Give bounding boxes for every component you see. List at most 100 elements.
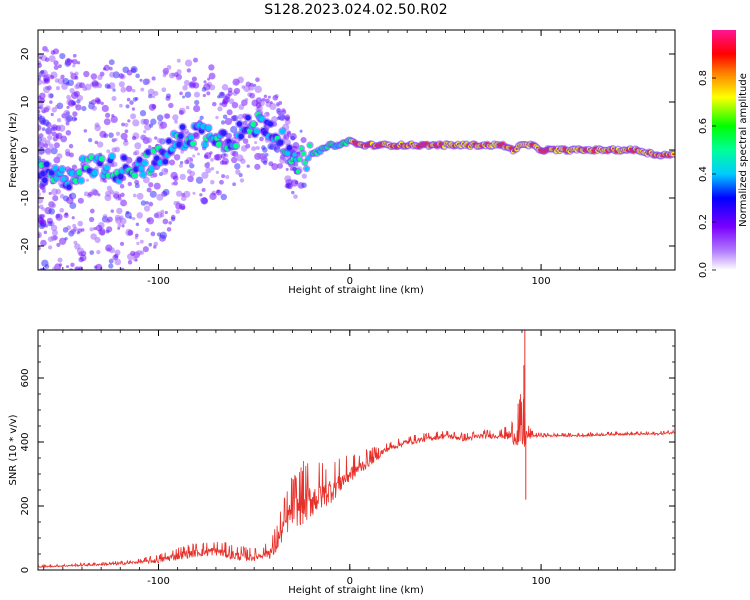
spectrogram-noise-cell <box>177 59 181 63</box>
spectrogram-noise-cell <box>192 154 195 157</box>
spectrogram-noise-cell <box>210 158 214 162</box>
spectrogram-noise-cell <box>72 111 77 116</box>
spectrogram-noise-cell <box>73 241 77 245</box>
spectrogram-noise-cell <box>120 199 127 206</box>
spectrogram-ridge-cell <box>221 130 227 136</box>
spectrogram-noise-cell <box>92 106 97 111</box>
spectrogram-noise-cell <box>78 198 84 204</box>
spectrogram-noise-cell <box>147 188 152 193</box>
y-tick-label: 10 <box>20 96 31 109</box>
spectrogram-noise-cell <box>92 80 99 87</box>
spectrogram-noise-cell <box>130 113 136 119</box>
spectrogram-noise-cell <box>48 236 54 242</box>
spectrogram-noise-cell <box>56 189 62 195</box>
spectrogram-ridge-cell <box>42 177 48 183</box>
spectrogram-noise-cell <box>90 209 95 214</box>
spectrogram-noise-cell <box>72 59 78 65</box>
spectrogram-noise-cell <box>105 83 110 88</box>
spectrogram-noise-cell <box>74 91 80 97</box>
spectrogram-noise-cell <box>62 78 69 85</box>
spectrogram-noise-cell <box>38 293 43 298</box>
spectrogram-noise-cell <box>104 118 111 125</box>
spectrogram-noise-cell <box>128 230 134 236</box>
spectrogram-ridge-cell <box>250 121 256 127</box>
spectrogram-noise-cell <box>117 194 121 198</box>
spectrogram-noise-cell <box>215 154 222 161</box>
snr-ylabel: SNR (10 * v/v) <box>8 414 19 485</box>
spectrogram-noise-cell <box>234 163 240 169</box>
spectrogram-noise-cell <box>43 86 50 93</box>
spectrogram-ridge-cell <box>44 161 50 167</box>
spectrogram-noise-cell <box>148 94 152 98</box>
spectrogram-noise-cell <box>66 121 70 125</box>
spectrogram-noise-cell <box>132 89 136 93</box>
spectrogram-noise-cell <box>194 100 199 105</box>
spectrogram-noise-cell <box>160 210 164 214</box>
spectrogram-noise-cell <box>135 233 139 237</box>
spectrogram-noise-cell <box>132 107 135 110</box>
spectrogram-noise-cell <box>73 54 77 58</box>
spectrogram-noise-cell <box>228 91 233 96</box>
colorbar-tick-label: 0.0 <box>698 262 709 278</box>
spectrogram-noise-cell <box>151 76 155 80</box>
spectrogram-noise-cell <box>119 81 125 87</box>
spectrogram-noise-cell <box>39 204 44 209</box>
spectrogram-noise-cell <box>141 200 146 205</box>
spectrogram-noise-cell <box>171 73 175 77</box>
spectrogram-noise-cell <box>145 78 151 84</box>
spectrogram-noise-cell <box>114 259 121 266</box>
spectrogram-noise-cell <box>51 296 57 302</box>
y-tick-label: -20 <box>20 238 31 254</box>
spectrogram-noise-cell <box>225 118 232 125</box>
spectrogram-noise-cell <box>133 257 138 262</box>
spectrogram-noise-cell <box>51 271 57 277</box>
spectrogram-noise-cell <box>132 217 135 220</box>
spectrogram-noise-cell <box>66 265 69 268</box>
spectrogram-noise-cell <box>53 273 60 280</box>
spectrogram-noise-cell <box>72 64 75 67</box>
spectrogram-noise-cell <box>187 68 191 72</box>
spectrogram-noise-cell <box>115 215 121 221</box>
spectrogram-noise-cell <box>108 263 113 268</box>
spectrogram-noise-cell <box>164 113 170 119</box>
spectrogram-noise-cell <box>184 159 189 164</box>
spectrogram-noise-cell <box>56 86 60 90</box>
spectrogram-noise-cell <box>48 271 55 278</box>
spectrogram-noise-cell <box>241 145 247 151</box>
spectrogram-noise-cell <box>96 250 100 254</box>
spectrogram-ridge-cell <box>99 156 105 162</box>
spectrogram-noise-cell <box>47 278 50 281</box>
spectrogram-noise-cell <box>42 279 49 286</box>
spectrogram-noise-cell <box>140 240 144 244</box>
spectrogram-noise-cell <box>95 123 100 128</box>
spectrogram-noise-cell <box>225 154 229 158</box>
spectrogram-noise-cell <box>63 227 69 233</box>
spectrogram-noise-cell <box>253 84 256 87</box>
spectrogram-noise-cell <box>53 291 59 297</box>
spectrogram-noise-cell <box>281 109 286 114</box>
spectrogram-noise-cell <box>42 294 49 301</box>
spectrogram-ridge-cell <box>280 128 286 134</box>
spectrogram-noise-cell <box>293 194 298 199</box>
spectrogram-noise-cell <box>269 103 276 110</box>
spectrogram-noise-cell <box>266 112 270 116</box>
spectrogram-noise-cell <box>215 116 218 119</box>
spectrogram-noise-cell <box>77 247 84 254</box>
spectrogram-noise-cell <box>81 273 86 278</box>
spectrogram-noise-cell <box>35 293 41 299</box>
spectrogram-noise-cell <box>127 98 131 102</box>
spectrogram-noise-cell <box>66 106 69 109</box>
spectrogram-noise-cell <box>52 230 58 236</box>
spectrogram-noise-cell <box>57 257 62 262</box>
colorbar: 0.00.20.40.60.8 Normalized spectral ampl… <box>698 30 749 278</box>
spectrogram-noise-cell <box>163 74 167 78</box>
spectrogram-noise-cell <box>180 161 183 164</box>
spectrogram-noise-cell <box>193 82 199 88</box>
spectrogram-noise-cell <box>106 226 112 232</box>
spectrogram-noise-cell <box>68 268 74 274</box>
spectrogram-noise-cell <box>46 74 51 79</box>
spectrogram-noise-cell <box>146 137 152 143</box>
spectrogram-noise-cell <box>40 272 46 278</box>
spectrogram-noise-cell <box>263 161 267 165</box>
spectrogram-noise-cell <box>208 64 214 70</box>
